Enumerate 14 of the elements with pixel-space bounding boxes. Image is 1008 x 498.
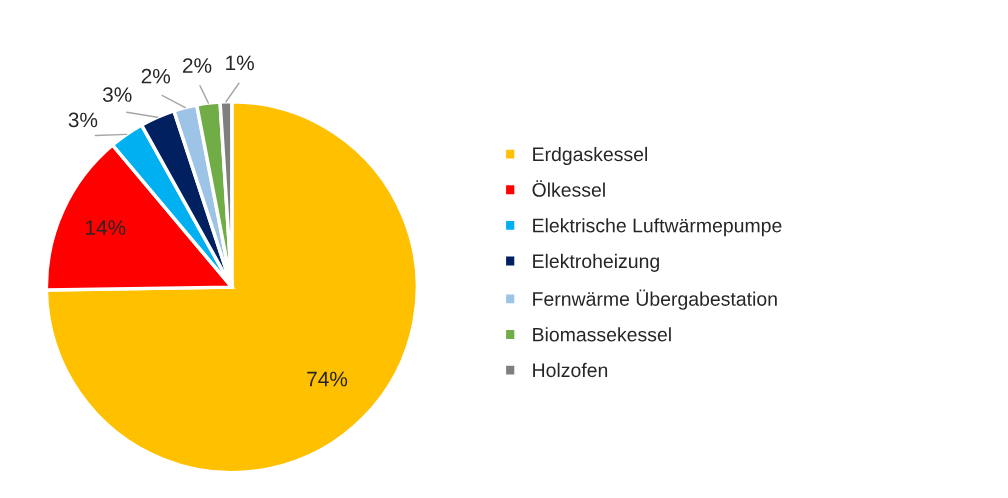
- data-label: 74%: [307, 371, 348, 387]
- legend-label: Ölkessel: [532, 180, 605, 197]
- data-label: 3%: [68, 112, 98, 128]
- legend-label: Elektrische Luftwärmepumpe: [533, 218, 782, 237]
- data-label: 2%: [183, 58, 212, 73]
- legend-label: Erdgaskessel: [533, 146, 648, 166]
- data-label: 14%: [86, 220, 126, 235]
- data-label: 2%: [141, 68, 171, 84]
- legend-label: Elektroheizung: [533, 253, 659, 272]
- data-label: 1%: [226, 55, 254, 71]
- legend-label: Biomassekessel: [533, 327, 671, 342]
- data-label: 3%: [102, 87, 132, 102]
- legend-label: Fernwärme Übergabestation: [533, 289, 777, 310]
- legend-label: Holzofen: [533, 362, 608, 378]
